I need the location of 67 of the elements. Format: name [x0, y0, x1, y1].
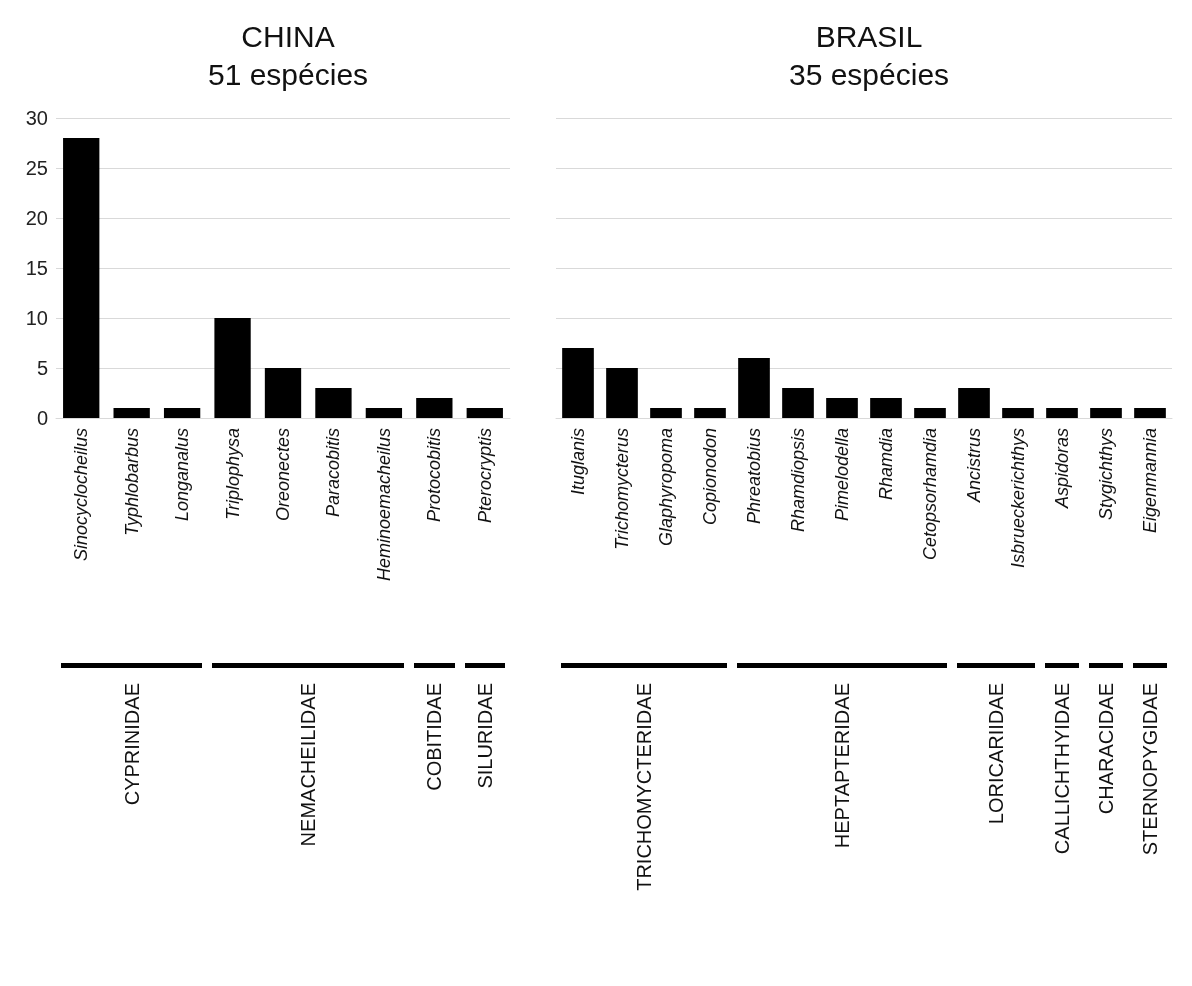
bar	[214, 318, 251, 418]
x-tick-label: Typhlobarbus	[121, 428, 142, 536]
x-tick-label: Phreatobius	[744, 428, 764, 525]
text: HEPTAPTERIDAE	[831, 683, 853, 849]
y-tick-label: 15	[25, 257, 48, 279]
bar	[365, 408, 403, 418]
chart-title: BRASIL	[815, 19, 923, 53]
x-tick-label: Oreonectes	[273, 428, 293, 522]
bar	[1090, 408, 1122, 418]
y-tick-label: 25	[25, 157, 48, 179]
bar	[914, 408, 946, 418]
x-tick-label: Pterocryptis	[474, 428, 495, 524]
text: CHARACIDAE	[1095, 683, 1117, 815]
x-tick-label: Eigenmannia	[1140, 428, 1160, 534]
chart-subtitle: 35 espécies	[788, 57, 950, 91]
x-tick-label: Paracobitis	[323, 428, 344, 518]
chart-title: CHINA	[241, 19, 335, 53]
bar	[562, 348, 594, 418]
bar	[738, 358, 770, 418]
bar	[650, 408, 682, 418]
bar	[958, 388, 990, 418]
x-tick-label: Stygichthys	[1096, 428, 1116, 521]
bar	[315, 388, 352, 418]
bar	[1134, 408, 1166, 418]
x-tick-label: Cetopsorhamdia	[920, 428, 940, 561]
text: COBITIDAE	[423, 683, 446, 791]
x-tick-label: Trichomycterus	[612, 428, 632, 550]
bar	[606, 368, 638, 418]
y-tick-label: 30	[25, 107, 48, 129]
y-tick-label: 5	[36, 357, 48, 379]
y-tick-label: 10	[25, 307, 48, 329]
text: TRICHOMYCTERIDAE	[633, 683, 655, 891]
bar	[416, 398, 453, 418]
bar	[264, 368, 302, 418]
text: LORICARIIDAE	[985, 683, 1007, 825]
x-tick-label: Ituglanis	[568, 428, 588, 496]
x-tick-label: Triplophysa	[222, 428, 243, 520]
text: CYPRINIDAE	[120, 683, 143, 806]
bar	[1002, 408, 1034, 418]
bar	[782, 388, 814, 418]
x-tick-label: Aspidoras	[1052, 428, 1072, 510]
x-tick-label: Copionodon	[700, 428, 720, 526]
text: SILURIDAE	[473, 683, 496, 789]
x-tick-label: Ancistrus	[964, 428, 984, 504]
y-tick-label: 20	[25, 207, 48, 229]
bar	[113, 408, 150, 418]
x-tick-label: Glaphyropoma	[656, 428, 676, 547]
x-tick-label: Isbrueckerichthys	[1008, 428, 1028, 569]
x-tick-label: Heminoemacheilus	[373, 428, 394, 582]
x-tick-label: Pimelodella	[832, 428, 852, 522]
bar	[466, 408, 503, 418]
bar	[63, 138, 100, 418]
x-tick-label: Rhamdiopsis	[788, 428, 808, 533]
bar	[1046, 408, 1078, 418]
bar	[163, 408, 201, 418]
chart-subtitle: 51 espécies	[207, 57, 369, 91]
x-tick-label: Rhamdia	[876, 428, 896, 501]
text: CALLICHTHYIDAE	[1051, 683, 1073, 855]
bar	[694, 408, 726, 418]
text: NEMACHEILIDAE	[297, 683, 320, 847]
x-tick-label: Protocobitis	[424, 428, 445, 523]
text: STERNOPYGIDAE	[1139, 683, 1161, 856]
y-tick-label: 0	[36, 407, 48, 429]
bar	[826, 398, 858, 418]
bar	[870, 398, 902, 418]
x-tick-label: Sinocyclocheilus	[71, 428, 92, 562]
x-tick-label: Longanalus	[172, 428, 193, 522]
